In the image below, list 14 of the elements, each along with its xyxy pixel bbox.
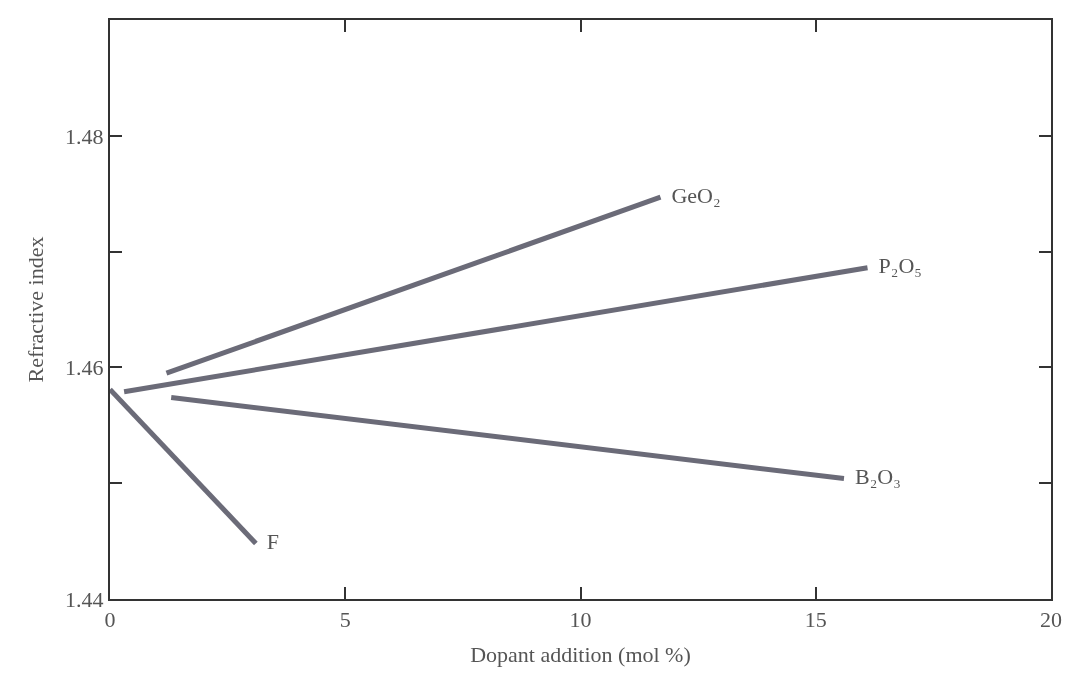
x-tick-label: 0 — [104, 607, 116, 633]
x-tick-label: 5 — [339, 607, 351, 633]
series-label: B₂O₃ — [843, 464, 901, 490]
y-tick-label: 1.44 — [65, 586, 104, 612]
y-tick-label: 1.46 — [65, 355, 104, 381]
series-label: P₂O₅ — [867, 253, 922, 279]
series-label: F — [255, 528, 280, 554]
x-tick-label: 10 — [569, 607, 592, 633]
series-label: GeO₂ — [660, 182, 721, 208]
x-axis-title: Dopant addition (mol %) — [470, 641, 691, 667]
y-tick-label: 1.48 — [65, 123, 104, 149]
x-tick-label: 20 — [1040, 607, 1062, 633]
x-tick-label: 15 — [804, 607, 827, 633]
y-axis-title: Refractive index — [23, 236, 49, 383]
